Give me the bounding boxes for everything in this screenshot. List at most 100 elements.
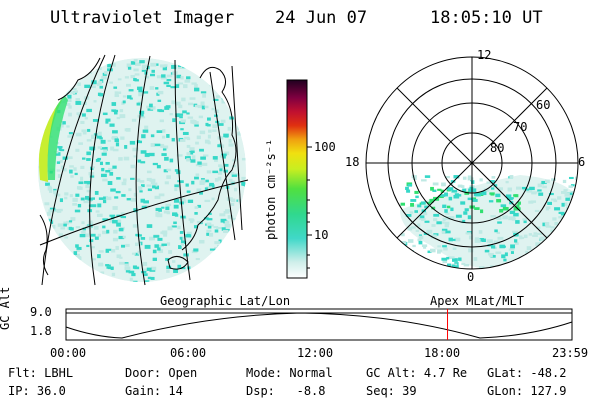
speckle-dot	[183, 84, 188, 89]
speckle-dot	[161, 243, 167, 246]
speckle-dot	[400, 202, 406, 206]
speckle-dot	[38, 129, 44, 134]
speckle-dot	[129, 277, 133, 282]
speckle-dot	[106, 266, 112, 269]
speckle-dot	[116, 177, 121, 180]
speckle-dot	[247, 130, 253, 132]
param-dsp-label: Dsp:	[246, 384, 275, 398]
speckle-dot	[238, 73, 244, 78]
speckle-dot	[41, 116, 45, 119]
speckle-dot	[471, 180, 475, 184]
speckle-dot	[59, 61, 66, 66]
speckle-dot	[166, 134, 170, 138]
speckle-dot	[537, 189, 542, 192]
speckle-dot	[132, 224, 139, 228]
speckle-dot	[507, 267, 513, 269]
speckle-dot	[179, 236, 183, 240]
speckle-dot	[195, 173, 200, 176]
speckle-dot	[212, 129, 217, 132]
speckle-dot	[489, 253, 493, 258]
speckle-dot	[550, 240, 556, 244]
speckle-dot	[550, 226, 555, 229]
param-glat-value: -48.2	[530, 366, 567, 380]
speckle-dot	[199, 239, 205, 244]
speckle-dot	[68, 105, 72, 109]
speckle-dot	[57, 174, 62, 178]
speckle-dot	[186, 233, 190, 236]
speckle-dot	[214, 159, 218, 162]
speckle-dot	[441, 182, 446, 187]
speckle-dot	[106, 264, 111, 267]
speckle-dot	[415, 195, 419, 199]
speckle-dot	[411, 226, 416, 229]
speckle-dot	[97, 279, 102, 282]
speckle-dot	[216, 258, 222, 261]
speckle-dot	[448, 237, 453, 242]
speckle-dot	[88, 222, 94, 225]
speckle-dot	[137, 159, 142, 163]
speckle-dot	[110, 146, 115, 151]
speckle-dot	[149, 237, 153, 241]
speckle-dot	[118, 227, 124, 232]
speckle-dot	[421, 179, 427, 182]
speckle-dot	[142, 91, 149, 94]
speckle-dot	[543, 252, 549, 256]
speckle-dot	[60, 276, 64, 279]
speckle-dot	[452, 247, 457, 250]
speckle-dot	[99, 161, 103, 166]
speckle-dot	[133, 208, 138, 213]
speckle-dot	[186, 190, 191, 193]
speckle-dot	[177, 113, 184, 116]
speckle-dot	[245, 217, 246, 221]
speckle-dot	[523, 219, 527, 224]
speckle-dot	[182, 236, 187, 241]
speckle-dot	[551, 178, 556, 181]
speckle-dot	[140, 112, 144, 117]
param-gcalt-label: GC Alt:	[366, 366, 417, 380]
speckle-dot	[46, 211, 51, 216]
speckle-dot	[502, 206, 509, 211]
speckle-dot	[182, 199, 187, 204]
speckle-dot	[117, 78, 122, 81]
speckle-dot	[405, 258, 410, 262]
speckle-dot	[150, 143, 156, 147]
speckle-dot	[508, 248, 515, 251]
speckle-dot	[246, 161, 251, 164]
speckle-dot	[69, 194, 73, 198]
speckle-dot	[569, 266, 576, 269]
speckle-dot	[131, 118, 137, 122]
speckle-dot	[74, 261, 80, 264]
speckle-dot	[216, 244, 223, 249]
speckle-dot	[89, 239, 94, 243]
speckle-dot	[73, 251, 78, 256]
speckle-dot	[444, 224, 449, 228]
speckle-dot	[424, 205, 429, 209]
speckle-dot	[113, 86, 118, 89]
speckle-dot	[178, 64, 182, 68]
speckle-dot	[508, 264, 514, 267]
speckle-dot	[56, 209, 62, 213]
speckle-dot	[426, 229, 433, 234]
speckle-dot	[157, 99, 162, 102]
speckle-dot	[136, 234, 142, 237]
speckle-dot	[117, 91, 122, 94]
speckle-dot	[74, 90, 78, 93]
speckle-dot	[86, 108, 92, 113]
speckle-dot	[167, 227, 173, 231]
speckle-dot	[248, 61, 252, 64]
speckle-dot	[473, 257, 478, 261]
speckle-dot	[101, 76, 107, 80]
speckle-dot	[194, 87, 200, 92]
speckle-dot	[91, 85, 96, 89]
speckle-dot	[116, 222, 121, 227]
speckle-dot	[554, 221, 558, 226]
speckle-dot	[87, 61, 93, 64]
speckle-dot	[115, 142, 120, 147]
speckle-dot	[102, 112, 108, 116]
speckle-dot	[245, 216, 246, 221]
speckle-dot	[537, 232, 543, 236]
speckle-dot	[509, 175, 514, 179]
speckle-dot	[66, 125, 70, 128]
speckle-dot	[152, 185, 156, 189]
speckle-dot	[172, 118, 176, 123]
